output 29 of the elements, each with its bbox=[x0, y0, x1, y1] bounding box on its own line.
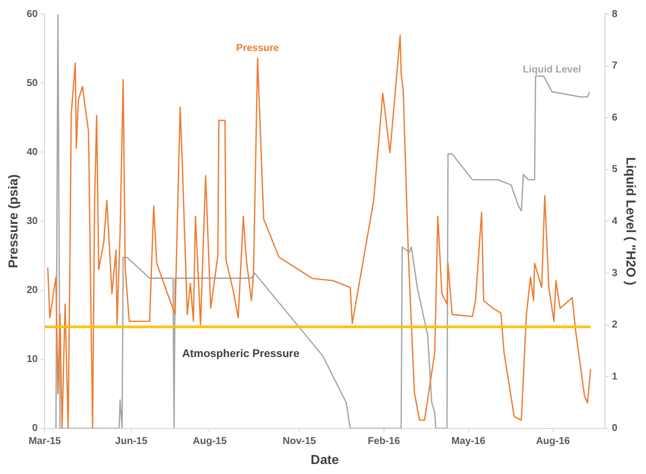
y2-axis-title: Liquid Level ( "H2O ) bbox=[624, 157, 639, 286]
x-tick-label: Nov-15 bbox=[282, 436, 316, 448]
x-tick-label: Feb-16 bbox=[368, 436, 400, 448]
ref-line-label: Atmospheric Pressure bbox=[182, 348, 300, 360]
y-tick-label: 30 bbox=[26, 216, 38, 227]
y-tick-label: 20 bbox=[26, 285, 38, 296]
x-tick-label: Mar-15 bbox=[28, 436, 62, 448]
y-tick-label: 50 bbox=[26, 78, 38, 89]
y-axis-title: Pressure (psia) bbox=[5, 174, 20, 268]
y2-tick-label: 2 bbox=[612, 320, 618, 331]
y2-tick-label: 5 bbox=[612, 164, 618, 176]
y2-tick-label: 7 bbox=[612, 60, 618, 72]
x-tick-label: May-16 bbox=[451, 436, 486, 448]
x-axis-title: Date bbox=[310, 452, 339, 467]
x-tick-label: Aug-16 bbox=[536, 436, 570, 448]
y2-tick-label: 8 bbox=[612, 8, 618, 20]
series-label: Pressure bbox=[236, 42, 280, 54]
x-tick-label: Jun-15 bbox=[115, 436, 148, 448]
y-tick-label: 10 bbox=[26, 354, 38, 366]
series-label: Liquid Level bbox=[522, 64, 582, 76]
y-tick-label: 40 bbox=[26, 146, 38, 158]
y-tick-label: 60 bbox=[26, 8, 38, 20]
y2-tick-label: 1 bbox=[612, 371, 618, 382]
y-tick-label: 0 bbox=[32, 423, 38, 434]
y2-tick-label: 4 bbox=[612, 216, 618, 227]
x-tick-label: Aug-15 bbox=[192, 436, 228, 448]
y2-tick-label: 3 bbox=[612, 268, 618, 279]
y2-tick-label: 0 bbox=[612, 423, 618, 434]
y2-tick-label: 6 bbox=[612, 112, 618, 124]
